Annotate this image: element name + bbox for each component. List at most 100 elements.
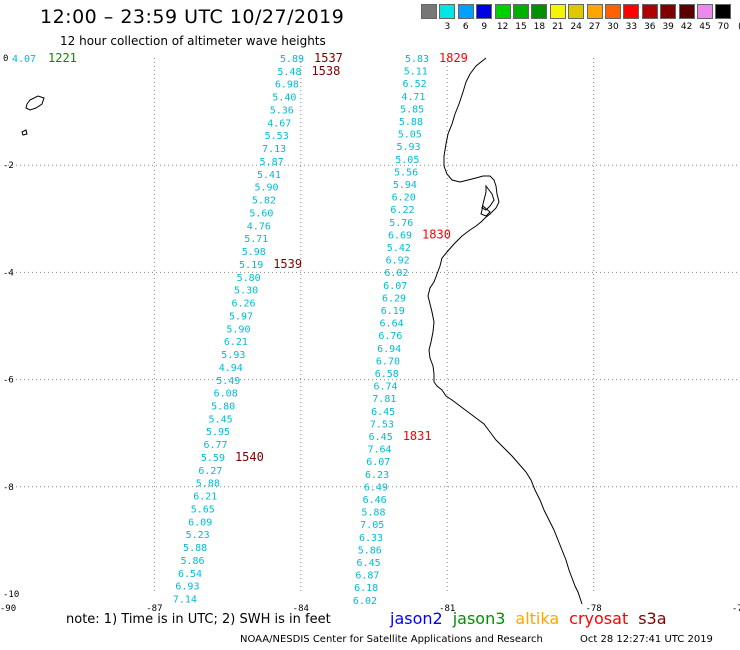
y-tick-label: -4 (3, 268, 14, 278)
wave-height-value: 6.07 (383, 281, 407, 292)
wave-height-value: 6.46 (363, 495, 387, 506)
pass-time-label: 1221 (48, 51, 77, 65)
x-tick-label: -90 (0, 604, 16, 614)
wave-height-value: 6.52 (403, 79, 427, 90)
wave-height-value: 5.05 (398, 130, 422, 141)
legend-label: 3 (444, 22, 451, 32)
wave-height-value: 5.45 (209, 414, 233, 425)
wave-height-value: 6.09 (188, 517, 212, 528)
wave-height-value: 6.23 (365, 470, 389, 481)
wave-height-value: 6.08 (214, 389, 238, 400)
wave-height-value: 5.53 (265, 131, 289, 142)
wave-height-value: 5.86 (358, 545, 382, 556)
altimeter-tracks: 5.89 5.48 6.98 5.405.36 4.67 5.53 7.13 5.87 5.41… (12, 51, 468, 607)
galapagos-island (21, 129, 28, 136)
wave-height-value: 4.71 (401, 92, 425, 103)
legend-label: 6 (462, 22, 469, 32)
wave-height-value: 5.05 (395, 155, 419, 166)
wave-height-value: 6.07 (366, 457, 390, 468)
wave-height-value: 5.49 (216, 376, 240, 387)
wave-height-value: 5.60 (249, 208, 273, 219)
legend-label: 12 (496, 22, 509, 32)
wave-height-value: 6.45 (369, 432, 393, 443)
wave-height-value: 7.13 (262, 144, 286, 155)
wave-height-value: 5.82 (252, 196, 276, 207)
wave-height-value: 6.20 (392, 193, 416, 204)
y-tick-label: 0 (3, 54, 8, 64)
wave-height-value: 5.23 (186, 530, 210, 541)
legend-label: 70 (717, 22, 730, 32)
x-tick-label: -75 (732, 604, 740, 614)
wave-height-value: 5.90 (226, 324, 250, 335)
wave-height-value: 5.41 (257, 170, 281, 181)
legend-swatch (476, 4, 493, 19)
wave-height-value: 5.88 (361, 508, 385, 519)
pass-time-label: 1539 (273, 257, 302, 271)
legend-unit: (ft) (732, 22, 740, 32)
legend-swatch (623, 4, 640, 19)
map-subtitle: 12 hour collection of altimeter wave hei… (60, 34, 326, 48)
map-grid: -90 -87 -84 -81 -78 -75 0 -2 -4 -6 -8 -10 (0, 54, 740, 614)
y-tick-label: -10 (3, 590, 19, 600)
wave-height-value: 6.45 (357, 558, 381, 569)
wave-height-value: 5.89 (280, 54, 304, 65)
legend-label: 39 (662, 22, 674, 32)
wave-height-value: 5.93 (396, 142, 420, 153)
wave-height-value: 5.42 (387, 243, 411, 254)
legend-label: 24 (570, 22, 582, 32)
satellite-key: jason2 jason3 altika cryosat s3a (390, 609, 677, 628)
wave-height-value: 7.05 (360, 520, 384, 531)
legend-label: 21 (552, 22, 564, 32)
wave-height-value: 6.33 (359, 533, 383, 544)
wave-height-value: 6.21 (193, 492, 217, 503)
wave-height-value: 7.14 (173, 595, 197, 606)
coastline-mainland (427, 57, 583, 605)
wave-height-value: 5.88 (183, 543, 207, 554)
wave-height-value: 6.76 (378, 331, 402, 342)
wave-height-value: 6.54 (178, 569, 202, 580)
x-tick-label: -87 (146, 604, 162, 614)
satellite-jason2: jason2 (390, 609, 443, 628)
wave-height-value: 6.19 (381, 306, 405, 317)
legend-label: 42 (680, 22, 693, 32)
wave-height-value: 5.65 (191, 504, 215, 515)
track-corner: 4.07 1221 (12, 51, 77, 65)
legend-label: 18 (533, 22, 546, 32)
legend-swatch (531, 4, 548, 19)
wave-height-value: 5.71 (244, 234, 268, 245)
wave-height-value: 6.29 (382, 293, 406, 304)
x-tick-label: -84 (293, 604, 309, 614)
wave-height-value: 7.53 (370, 419, 394, 430)
pass-time-label: 1538 (311, 64, 340, 78)
legend-label: 36 (644, 22, 656, 32)
legend-label: 9 (481, 22, 488, 32)
satellite-s3a: s3a (638, 609, 667, 628)
wave-height-value: 5.87 (260, 157, 284, 168)
pass-time-label: 1537 (314, 51, 343, 65)
footer-note: note: 1) Time is in UTC; 2) SWH is in fe… (66, 612, 331, 627)
wave-height-value: 6.77 (203, 440, 227, 451)
wave-height-value: 5.36 (270, 105, 294, 116)
wave-height-value: 6.58 (375, 369, 399, 380)
wave-height-value: 5.85 (400, 104, 424, 115)
legend-label: 27 (588, 22, 601, 32)
wave-height-value: 6.98 (275, 80, 299, 91)
credit-text: NOAA/NESDIS Center for Satellite Applica… (240, 634, 543, 645)
coastline (21, 57, 583, 605)
wave-height-value: 5.95 (206, 427, 230, 438)
wave-height-value: 5.83 (405, 54, 429, 65)
wave-height-value: 6.49 (364, 482, 388, 493)
wave-height-value: 5.48 (277, 67, 301, 78)
pass-time-label: 1831 (403, 429, 432, 443)
legend-label: 15 (515, 22, 527, 32)
pass-time-label: 1540 (235, 450, 264, 464)
legend-swatch (715, 4, 732, 19)
legend-swatch (439, 4, 456, 19)
credit-timestamp: Oct 28 12:27:41 UTC 2019 (580, 634, 713, 645)
wave-height-value: 4.94 (219, 363, 243, 374)
satellite-altika: altika (515, 609, 560, 628)
track-east: 5.835.116.524.715.855.885.055.935.055.56… (353, 51, 468, 607)
coastline-gulf (481, 184, 495, 211)
wave-height-value: 5.86 (181, 556, 205, 567)
